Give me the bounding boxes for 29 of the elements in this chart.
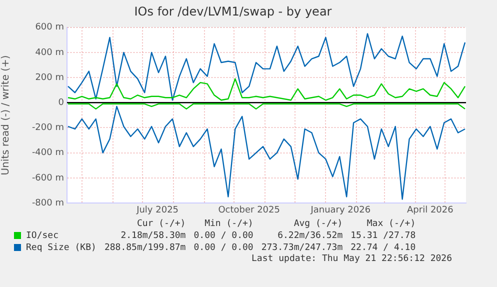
- y-tick-label: 0: [58, 98, 64, 108]
- y-axis-title: Units read (-) / write (+): [0, 55, 12, 176]
- y-tick-label: 400 m: [35, 48, 64, 58]
- text: 288.85m/199.87m: [103, 242, 187, 254]
- text: 15.31 /27.78: [350, 230, 417, 242]
- text: 273.73m/247.73m: [260, 242, 344, 254]
- text: Avg (-/+): [292, 218, 344, 230]
- text: Min (-/+): [204, 218, 254, 230]
- legend-label: Req Size (KB): [25, 242, 98, 254]
- y-tick-label: 600 m: [35, 22, 64, 33]
- y-tick-label: -800 m: [32, 198, 64, 208]
- text: Max (-/+): [366, 218, 417, 230]
- text: 22.74 / 4.10: [350, 242, 417, 254]
- text: 6.22m/36.52m: [276, 230, 344, 242]
- text: Last update: Thu May 21 22:56:12 2026: [250, 254, 452, 264]
- y-tick-label: 200 m: [35, 72, 64, 83]
- y-tick-label: -200 m: [32, 123, 64, 134]
- y-tick-label: -400 m: [32, 148, 64, 158]
- text: 0.00 / 0.00: [192, 230, 254, 242]
- chart-title: IOs for /dev/LVM1/swap - by year: [134, 4, 332, 18]
- x-tick-label: October 2025: [218, 206, 280, 216]
- y-tick-label: -600 m: [32, 173, 64, 184]
- x-tick-label: April 2026: [407, 206, 454, 216]
- x-tick-label: July 2025: [136, 206, 179, 216]
- legend-label: IO/sec: [25, 230, 60, 242]
- text: 0.00 / 0.00: [192, 242, 254, 254]
- text: Cur (-/+): [136, 218, 187, 230]
- text: 2.18m/58.30m: [120, 230, 187, 242]
- x-tick-label: January 2026: [310, 206, 371, 216]
